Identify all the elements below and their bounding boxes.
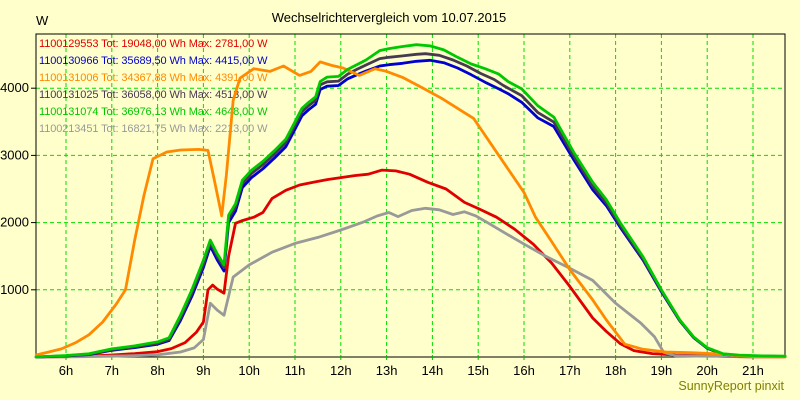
legend-row: 1100131025 Tot: 36058,00 Wh Max: 4513,00… bbox=[39, 89, 268, 101]
y-tick-label: 1000 bbox=[0, 282, 29, 297]
y-tick-label: 2000 bbox=[0, 215, 29, 230]
x-tick-label: 9h bbox=[196, 363, 210, 378]
y-tick-label: 4000 bbox=[0, 80, 29, 95]
legend-row: 1100131006 Tot: 34367,88 Wh Max: 4391,00… bbox=[39, 72, 268, 84]
legend-row: 1100129553 Tot: 19048,00 Wh Max: 2781,00… bbox=[39, 38, 268, 50]
footer-credit: SunnyReport pinxit bbox=[678, 379, 784, 393]
x-tick-label: 13h bbox=[376, 363, 398, 378]
plot-border bbox=[35, 33, 786, 358]
x-tick-label: 19h bbox=[651, 363, 673, 378]
y-tick-label: 3000 bbox=[0, 147, 29, 162]
y-axis-unit-label: W bbox=[36, 13, 49, 28]
series-line-1100130966 bbox=[34, 58, 787, 359]
x-tick-label: 20h bbox=[696, 363, 718, 378]
x-tick-label: 11h bbox=[285, 363, 306, 378]
series-line-1100129553 bbox=[34, 168, 787, 359]
x-tick-label: 8h bbox=[150, 363, 164, 378]
x-tick-label: 15h bbox=[467, 363, 489, 378]
legend: 1100129553 Tot: 19048,00 Wh Max: 2781,00… bbox=[39, 38, 268, 135]
series-line-1100213451 bbox=[34, 206, 787, 359]
x-tick-label: 17h bbox=[559, 363, 581, 378]
x-tick-label: 21h bbox=[742, 363, 764, 378]
x-tick-label: 14h bbox=[422, 363, 444, 378]
x-tick-label: 7h bbox=[105, 363, 119, 378]
series-line-1100131074 bbox=[34, 43, 787, 359]
legend-row: 1100130966 Tot: 35689,50 Wh Max: 4415,00… bbox=[39, 55, 268, 67]
x-tick-label: 18h bbox=[605, 363, 627, 378]
legend-row: 1100213451 Tot: 16821,75 Wh Max: 2213,00… bbox=[39, 123, 268, 135]
x-tick-label: 6h bbox=[59, 363, 73, 378]
x-tick-label: 10h bbox=[238, 363, 260, 378]
series-line-1100131006 bbox=[34, 60, 787, 359]
chart-title: Wechselrichtervergleich vom 10.07.2015 bbox=[271, 10, 507, 25]
x-tick-label: 12h bbox=[330, 363, 352, 378]
legend-row: 1100131074 Tot: 36976,13 Wh Max: 4648,00… bbox=[39, 106, 268, 118]
x-tick-label: 16h bbox=[513, 363, 535, 378]
